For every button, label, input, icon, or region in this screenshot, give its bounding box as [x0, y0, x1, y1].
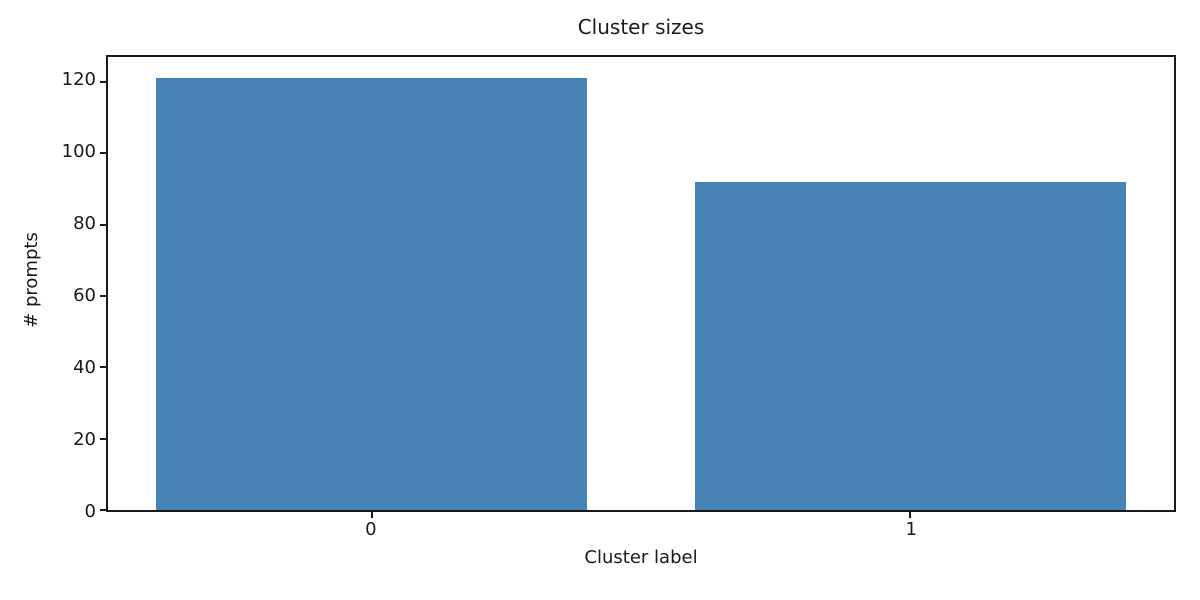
x-tick-label: 1	[905, 519, 917, 540]
plot-area	[100, 55, 1176, 518]
x-axis-label: Cluster label	[584, 547, 698, 568]
bar-cluster-1	[694, 181, 1126, 510]
x-tick-label: 0	[365, 519, 377, 540]
y-tick-mark	[100, 223, 106, 226]
y-tick-label: 100	[61, 141, 96, 163]
bar-cluster-0	[156, 78, 588, 510]
y-tick-label: 40	[73, 357, 96, 379]
x-tick-mark	[909, 512, 912, 518]
y-tick-label: 120	[61, 69, 96, 91]
y-tick-label: 0	[84, 501, 96, 522]
x-tick-mark	[370, 512, 373, 518]
y-tick-mark	[100, 366, 106, 369]
y-tick-mark	[100, 509, 106, 511]
y-tick-label: 20	[73, 429, 96, 451]
y-tick-label: 60	[73, 285, 96, 307]
chart-title: Cluster sizes	[577, 15, 705, 39]
y-tick-label: 80	[73, 213, 96, 235]
y-tick-mark	[100, 80, 106, 83]
y-tick-mark	[100, 152, 106, 155]
y-tick-mark	[100, 437, 106, 440]
y-tick-mark	[100, 294, 106, 297]
y-tick-labels: 0 20 40 60 80 100 120	[0, 55, 96, 521]
